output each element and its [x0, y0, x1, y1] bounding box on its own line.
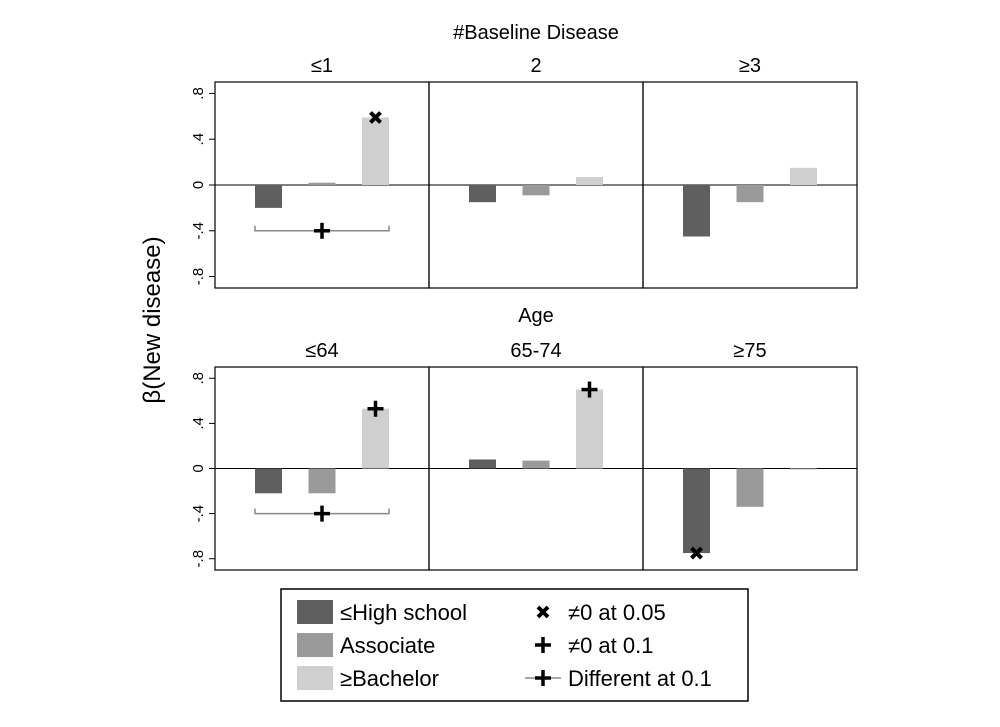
bar-high_school — [255, 468, 282, 494]
legend-plus-marker — [535, 637, 551, 653]
significance-plus-marker — [581, 381, 598, 398]
row-1: Age ≤64 65-74 ≥75 .8 .4 0 -.4 -.8 — [190, 305, 858, 571]
panel-frame — [642, 81, 858, 289]
legend-label: ≤High school — [340, 600, 467, 625]
difference-bracket — [254, 222, 390, 239]
panel-title: 2 — [530, 55, 541, 77]
significance-x-marker — [690, 546, 703, 560]
panel-title: 65-74 — [510, 340, 561, 362]
group-title: #Baseline Disease — [453, 22, 619, 44]
panel-title: ≥3 — [739, 55, 761, 77]
row-0: #Baseline Disease ≤1 2 ≥3 .8 .4 0 -.4 -.8 — [190, 22, 858, 289]
y-tick-label: 0 — [190, 181, 207, 189]
legend: ≤High school Associate ≥Bachelor ≠0 at 0.0… — [280, 588, 749, 702]
y-axis-label: β(New disease) — [139, 236, 166, 403]
panel-title: ≤64 — [305, 340, 338, 362]
significance-x-marker-stroke-b — [690, 546, 703, 560]
bar-associate — [736, 468, 764, 507]
legend-bracket-plus — [535, 670, 551, 686]
bar-bachelor — [576, 176, 603, 185]
group-title: Age — [518, 305, 554, 327]
difference-plus-marker — [314, 505, 330, 522]
legend-marker-label: ≠0 at 0.1 — [568, 633, 653, 658]
significance-x-marker-stroke-b — [369, 111, 382, 124]
bar-bachelor — [576, 389, 603, 469]
panel-title: ≥75 — [733, 340, 766, 362]
y-axis: .8 .4 0 -.4 -.8 — [190, 372, 215, 567]
bar-associate — [308, 182, 336, 185]
y-tick-label: .8 — [190, 87, 207, 100]
panel-0-0: ≤1 — [214, 55, 430, 289]
bar-associate — [522, 185, 550, 196]
legend-marker-label: ≠0 at 0.05 — [568, 600, 666, 625]
difference-bracket — [254, 505, 390, 522]
bar-high_school — [469, 185, 496, 203]
y-tick-label: -.8 — [190, 268, 207, 286]
bar-high_school — [683, 468, 710, 554]
panel-1-2: ≥75 — [642, 340, 858, 571]
y-tick-label: -.4 — [190, 222, 207, 240]
panel-frame — [642, 366, 858, 571]
difference-plus-marker — [314, 222, 330, 239]
panel-0-1: 2 — [428, 55, 644, 289]
bar-associate — [736, 185, 764, 203]
bar-high_school — [255, 185, 282, 208]
plot-area: #Baseline Disease ≤1 2 ≥3 .8 .4 0 -.4 -.8 Age ≤64 6… — [190, 22, 858, 571]
panel-0-2: ≥3 — [642, 55, 858, 289]
legend-frame — [280, 588, 749, 702]
legend-marker-label: Different at 0.1 — [568, 666, 712, 691]
y-axis: .8 .4 0 -.4 -.8 — [190, 87, 215, 285]
y-tick-label: -.8 — [190, 550, 207, 568]
bar-high_school — [683, 185, 710, 237]
legend-swatch-associate — [297, 633, 333, 657]
bar-bachelor — [790, 468, 817, 470]
legend-swatch-bachelor — [297, 666, 333, 690]
legend-label: Associate — [340, 633, 435, 658]
bar-bachelor — [362, 117, 389, 185]
y-tick-label: .4 — [190, 417, 207, 430]
bar-associate — [308, 468, 336, 494]
y-tick-label: .4 — [190, 133, 207, 146]
legend-x-marker-stroke-b — [536, 605, 550, 619]
y-tick-label: 0 — [190, 464, 207, 472]
panel-1-1: 65-74 — [428, 340, 644, 571]
legend-x-marker — [536, 605, 550, 619]
bar-associate — [522, 460, 550, 469]
legend-bracket-plus-marker — [525, 670, 561, 686]
panel-1-0: ≤64 — [214, 340, 430, 571]
significance-x-marker — [369, 111, 382, 124]
bar-bachelor — [790, 167, 817, 185]
legend-label: ≥Bachelor — [340, 666, 439, 691]
bar-high_school — [469, 459, 496, 469]
y-tick-label: .8 — [190, 372, 207, 385]
significance-plus-marker — [367, 400, 384, 417]
panel-title: ≤1 — [311, 55, 333, 77]
bar-bachelor — [362, 408, 389, 469]
y-tick-label: -.4 — [190, 505, 207, 523]
legend-swatch-high_school — [297, 600, 333, 624]
